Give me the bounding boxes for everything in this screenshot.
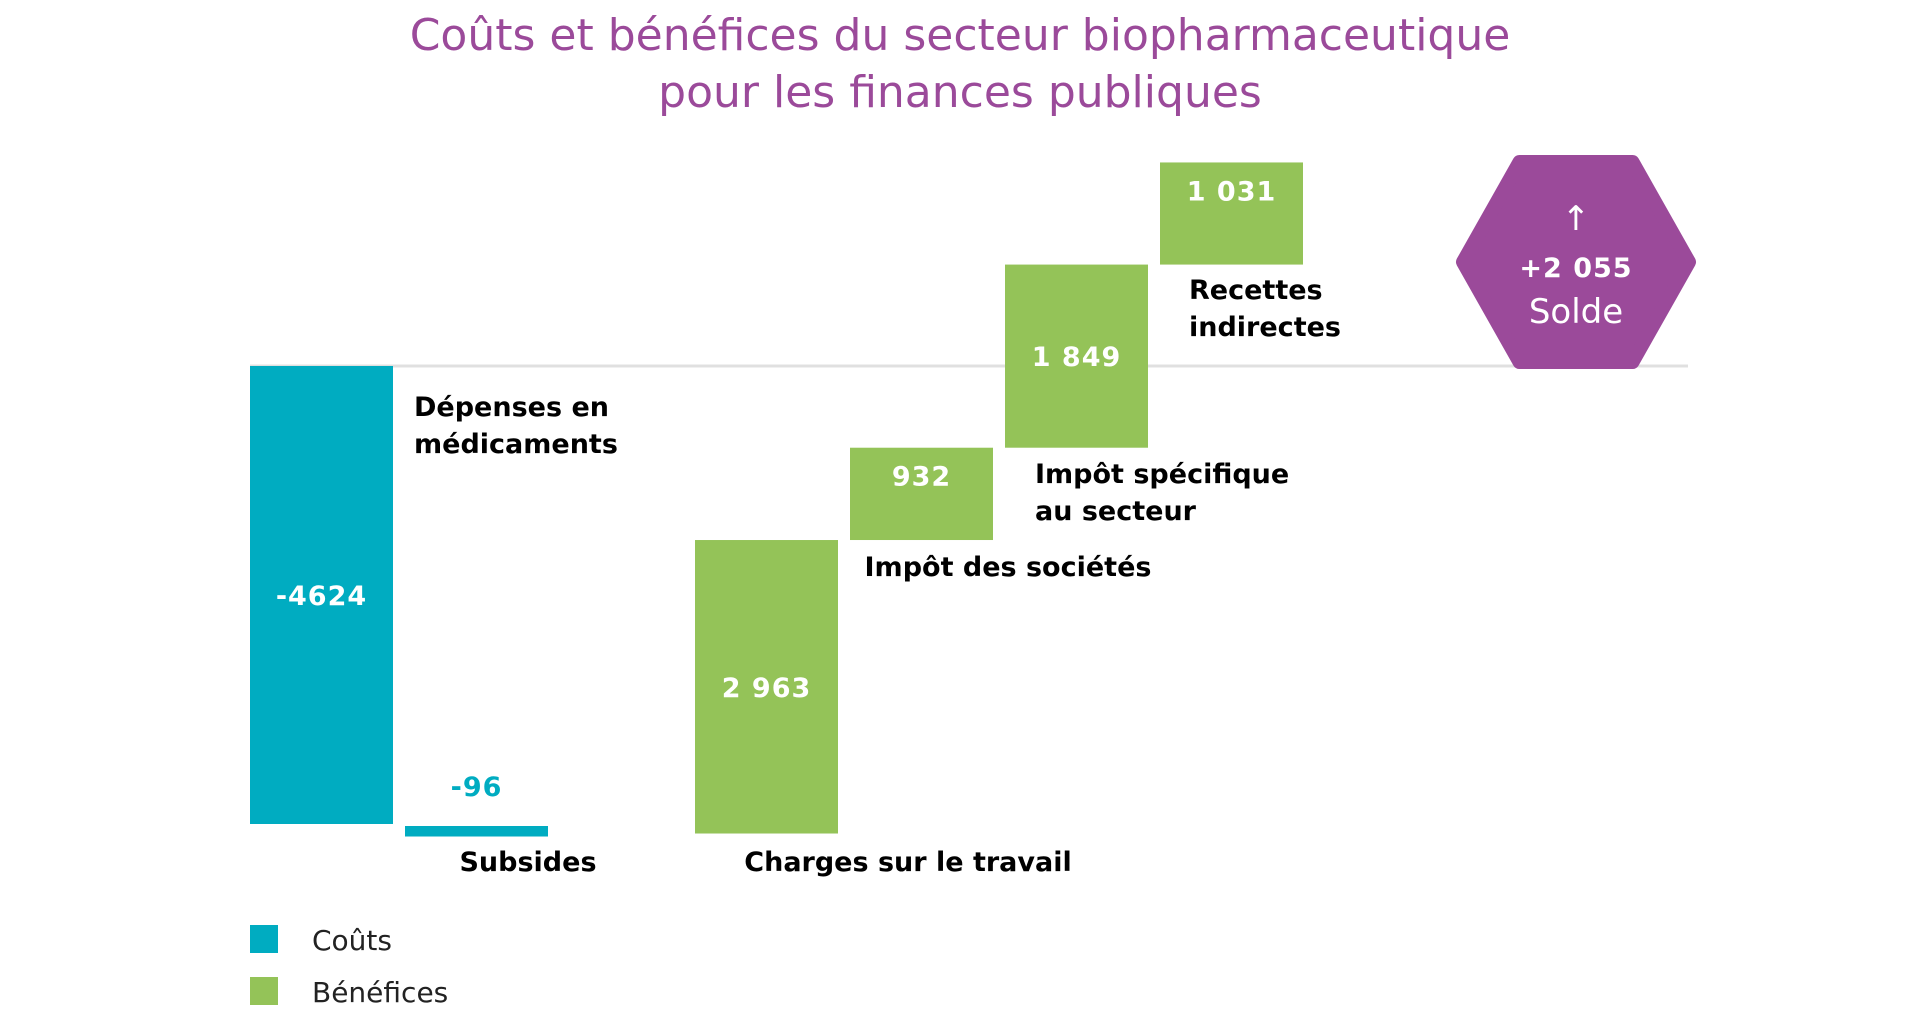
category-label: Charges sur le travail bbox=[744, 847, 1071, 878]
legend-label: Coûts bbox=[312, 924, 392, 957]
total-value: +2 055 bbox=[1519, 253, 1632, 284]
bar-benefit-3 bbox=[850, 447, 993, 541]
category-label: Recettes bbox=[1189, 275, 1323, 306]
arrow-up-icon: ↑ bbox=[1562, 199, 1591, 239]
total-hexagon bbox=[1456, 155, 1696, 369]
bar-value-label: 2 963 bbox=[722, 673, 812, 704]
total-label: Solde bbox=[1529, 292, 1623, 332]
bar-value-label: 1 849 bbox=[1032, 342, 1122, 373]
bar-cost-0 bbox=[250, 366, 393, 824]
legend-swatch-benefit bbox=[250, 977, 278, 1005]
legend-label: Bénéfices bbox=[312, 976, 448, 1009]
legend-swatch-cost bbox=[250, 925, 278, 953]
category-label: Dépenses en bbox=[414, 392, 609, 423]
category-label: au secteur bbox=[1035, 496, 1197, 527]
category-label: Impôt des sociétés bbox=[865, 552, 1152, 583]
chart-title-line: Coûts et bénéfices du secteur biopharmac… bbox=[410, 10, 1511, 61]
chart-title-line: pour les finances publiques bbox=[658, 67, 1262, 118]
category-label: Subsides bbox=[459, 847, 596, 878]
bar-value-label: 1 031 bbox=[1187, 176, 1277, 207]
bar-cost-1 bbox=[405, 826, 548, 837]
bar-value-label: 932 bbox=[892, 462, 951, 493]
bar-value-label: -4624 bbox=[276, 581, 367, 612]
bar-benefit-4 bbox=[1005, 264, 1148, 448]
category-label: médicaments bbox=[414, 429, 618, 460]
bar-benefit-2 bbox=[695, 540, 838, 834]
bar-benefit-5 bbox=[1160, 162, 1303, 265]
category-label: Impôt spécifique bbox=[1035, 459, 1289, 490]
bar-value-label: -96 bbox=[451, 772, 503, 803]
category-label: indirectes bbox=[1189, 312, 1341, 343]
